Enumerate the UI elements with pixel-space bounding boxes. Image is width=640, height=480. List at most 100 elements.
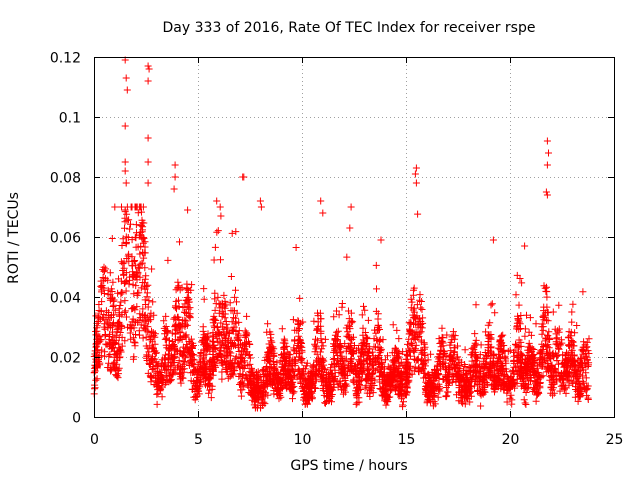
data-point (239, 173, 247, 181)
data-point (546, 372, 554, 380)
data-point (365, 389, 373, 397)
data-point (120, 259, 128, 267)
data-point (510, 348, 517, 356)
x-tick-label: 5 (194, 432, 203, 448)
data-point (361, 306, 369, 314)
data-point (417, 356, 425, 364)
data-point (139, 334, 147, 342)
data-point (129, 315, 137, 323)
data-point (151, 330, 159, 338)
data-point (387, 386, 395, 394)
data-point (269, 358, 277, 366)
data-point (111, 306, 119, 314)
data-point (130, 290, 138, 298)
data-point (538, 330, 546, 338)
data-point (388, 371, 396, 379)
data-point (294, 337, 302, 345)
data-point (110, 347, 118, 355)
data-point (370, 365, 378, 373)
data-point (512, 340, 519, 348)
data-point (525, 352, 533, 360)
data-point (280, 381, 288, 389)
data-point (317, 197, 325, 205)
data-point (190, 356, 198, 364)
data-point (209, 337, 217, 345)
data-point (139, 305, 147, 313)
data-point (502, 381, 510, 389)
data-point (335, 311, 343, 319)
data-point (471, 378, 479, 385)
data-point (575, 363, 583, 371)
data-point (410, 355, 418, 363)
data-point (365, 366, 373, 374)
data-point (499, 331, 507, 339)
data-point (358, 311, 366, 319)
data-point (211, 345, 219, 353)
data-point (112, 336, 120, 344)
data-point (518, 351, 526, 359)
data-point (294, 321, 302, 328)
data-point (580, 379, 588, 387)
data-point (415, 333, 423, 340)
data-point (98, 282, 106, 289)
data-point (142, 282, 150, 290)
data-point (394, 391, 402, 398)
data-point (186, 310, 194, 318)
data-point (144, 77, 152, 85)
data-point (526, 314, 534, 322)
data-point (376, 326, 383, 333)
data-point (349, 366, 357, 374)
data-point (585, 335, 593, 343)
data-point (153, 367, 161, 375)
data-point (393, 326, 401, 334)
data-point (249, 372, 257, 380)
data-point (338, 352, 346, 360)
data-point (124, 252, 132, 260)
data-point (382, 401, 390, 409)
data-point (225, 343, 232, 351)
data-point (457, 398, 465, 406)
data-point (421, 343, 429, 351)
data-point (497, 337, 505, 345)
data-point (114, 289, 122, 297)
data-point (229, 326, 236, 334)
data-point (579, 288, 587, 296)
data-point (478, 364, 486, 372)
data-point (180, 357, 188, 365)
data-point (457, 387, 465, 395)
data-point (325, 374, 333, 382)
data-point (202, 334, 210, 342)
data-point (497, 365, 504, 373)
data-point (414, 210, 422, 218)
data-point (400, 373, 408, 381)
data-point (146, 372, 154, 380)
data-point (201, 370, 209, 378)
data-point (404, 340, 411, 348)
data-point (161, 335, 169, 343)
data-point (494, 372, 502, 380)
data-point (477, 373, 485, 381)
data-point (399, 398, 407, 406)
data-point (205, 389, 213, 397)
data-point (115, 318, 123, 326)
data-point (121, 158, 129, 166)
data-point (222, 301, 230, 309)
data-point (128, 322, 136, 330)
data-point (500, 375, 508, 383)
data-point (147, 309, 155, 317)
data-point (181, 309, 189, 316)
data-point (355, 356, 363, 364)
data-point (207, 394, 215, 402)
data-point (500, 342, 508, 349)
data-point (223, 365, 231, 373)
data-point (177, 379, 185, 387)
data-point (557, 375, 565, 383)
data-point (299, 318, 307, 326)
data-point (268, 338, 276, 346)
data-point (171, 365, 179, 373)
data-point (461, 361, 469, 368)
data-point (104, 364, 112, 371)
data-point (343, 253, 351, 261)
data-point (579, 343, 587, 351)
data-point (294, 326, 302, 334)
